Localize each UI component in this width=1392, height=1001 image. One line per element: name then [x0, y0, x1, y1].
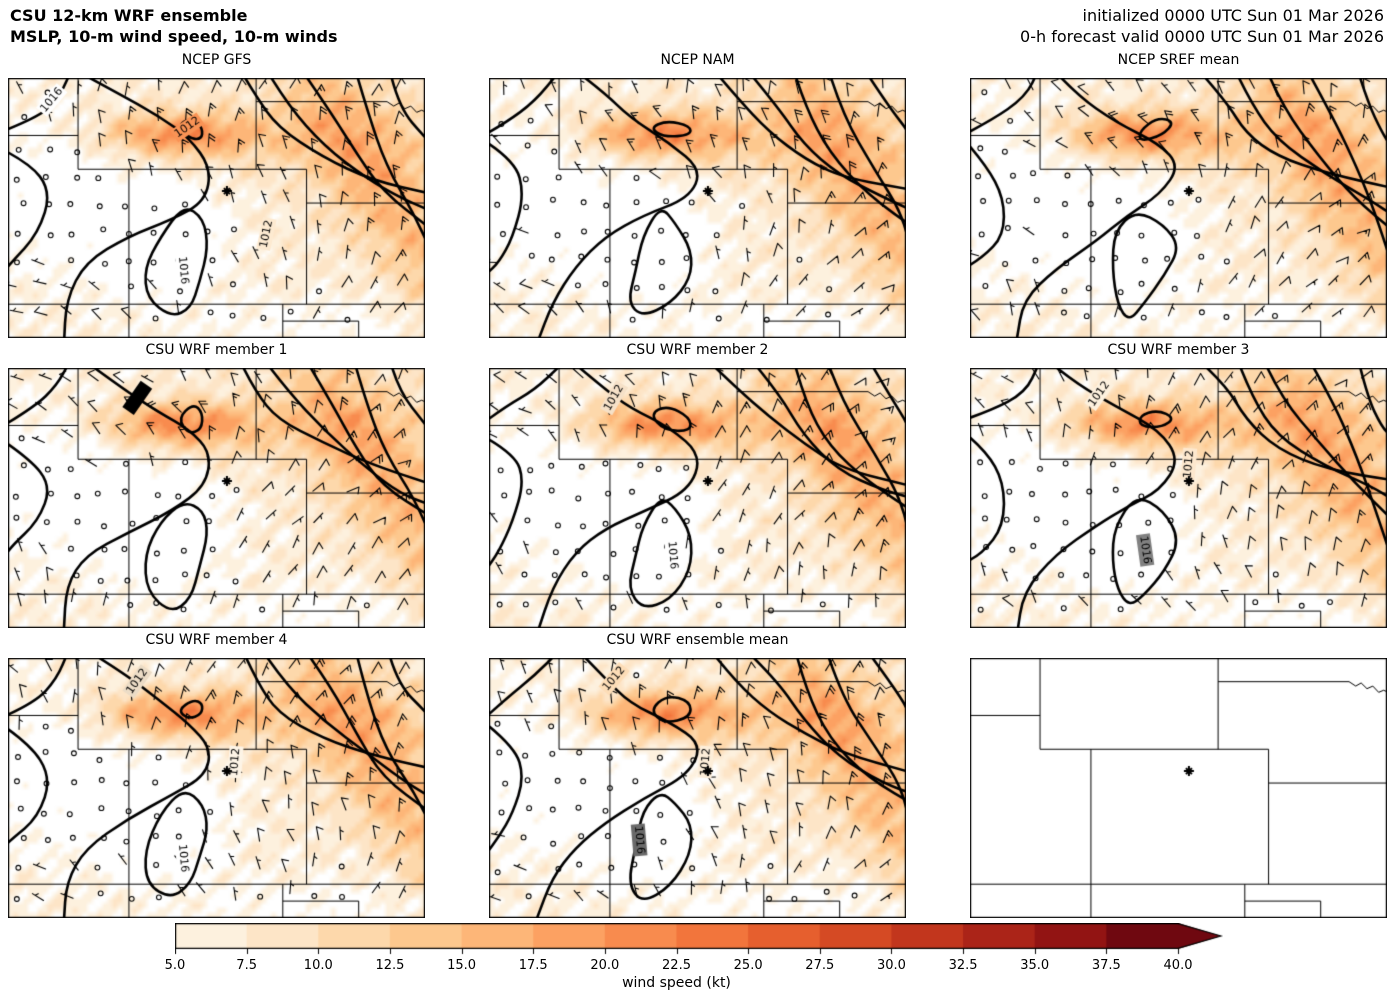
panel-title: CSU WRF ensemble mean: [606, 632, 789, 648]
panel-csu-wrf-member-2: CSU WRF member 2: [489, 338, 906, 628]
panel-title: CSU WRF member 4: [145, 632, 288, 648]
map-canvas-csu-wrf-member-4: [8, 658, 425, 918]
panel-csu-wrf-member-4: CSU WRF member 4: [8, 628, 425, 918]
panel-title: NCEP GFS: [181, 52, 252, 68]
panel-title: NCEP SREF mean: [1117, 52, 1240, 68]
map-canvas-csu-wrf-member-2: [489, 368, 906, 628]
panel-title: CSU WRF member 2: [626, 342, 769, 358]
panel-ncep-sref-mean: NCEP SREF mean: [970, 48, 1387, 338]
colorbar-tick-label: 7.5: [236, 958, 257, 973]
map-canvas-ncep-nam: [489, 78, 906, 338]
map-canvas-blank: [970, 658, 1387, 918]
figure-title-line2: MSLP, 10-m wind speed, 10-m winds: [10, 27, 338, 47]
map-canvas-ncep-gfs: [8, 78, 425, 338]
colorbar-tick-label: 12.5: [375, 958, 405, 973]
colorbar-tick-label: 35.0: [1020, 958, 1050, 973]
map-canvas-csu-wrf-member-3: [970, 368, 1387, 628]
colorbar-label: wind speed (kt): [622, 975, 731, 991]
valid-time-text: 0-h forecast valid 0000 UTC Sun 01 Mar 2…: [1020, 27, 1384, 47]
panel-title: CSU WRF member 1: [145, 342, 288, 358]
colorbar-tick-label: 32.5: [948, 958, 978, 973]
map-canvas-csu-wrf-ensemble-mean: [489, 658, 906, 918]
colorbar-tick-label: 30.0: [876, 958, 906, 973]
panel-title: [970, 628, 1387, 652]
panel-csu-wrf-member-3: CSU WRF member 3: [970, 338, 1387, 628]
panel-map-blank: [970, 628, 1387, 918]
colorbar-tick-label: 10.0: [303, 958, 333, 973]
init-time-text: initialized 0000 UTC Sun 01 Mar 2026: [1082, 6, 1385, 25]
colorbar-tick-label: 25.0: [733, 958, 763, 973]
panel-ncep-nam: NCEP NAM: [489, 48, 906, 338]
panel-csu-wrf-ensemble-mean: CSU WRF ensemble mean: [489, 628, 906, 918]
panel-csu-wrf-member-1: CSU WRF member 1: [8, 338, 425, 628]
colorbar: 5.0 7.5 10.0 12.5 15.0 17.5 20.0 22.5 25.0 27.5 30…: [165, 923, 1223, 991]
figure-title: CSU 12-km WRF ensemble MSLP, 10-m wind s…: [10, 5, 337, 47]
figure-title-line1: CSU 12-km WRF ensemble: [10, 6, 248, 25]
panel-title: NCEP NAM: [660, 52, 735, 68]
colorbar-tick-labels: 5.0 7.5 10.0 12.5 15.0 17.5 20.0 22.5 25.0 27.5 30…: [165, 957, 1193, 974]
map-canvas-csu-wrf-member-1: [8, 368, 425, 628]
colorbar-tick-label: 5.0: [164, 958, 186, 973]
forecast-time-info: initialized 0000 UTC Sun 01 Mar 2026 0-h…: [1020, 5, 1384, 47]
colorbar-tick-label: 37.5: [1091, 958, 1121, 973]
colorbar-tick-label: 20.0: [590, 958, 620, 973]
map-canvas-ncep-sref-mean: [970, 78, 1387, 338]
panel-title: CSU WRF member 3: [1107, 342, 1250, 358]
panel-grid: NCEP GFS NCEP NAM NCEP SREF mean CSU WRF…: [8, 48, 1387, 918]
colorbar-tick-label: 27.5: [805, 958, 835, 973]
colorbar-tick-label: 17.5: [518, 958, 548, 973]
colorbar-gradient: [175, 923, 1223, 957]
colorbar-tick-label: 22.5: [662, 958, 691, 973]
panel-ncep-gfs: NCEP GFS: [8, 48, 425, 338]
colorbar-tick-label: 15.0: [447, 958, 477, 973]
colorbar-tick-label: 40.0: [1163, 958, 1193, 973]
